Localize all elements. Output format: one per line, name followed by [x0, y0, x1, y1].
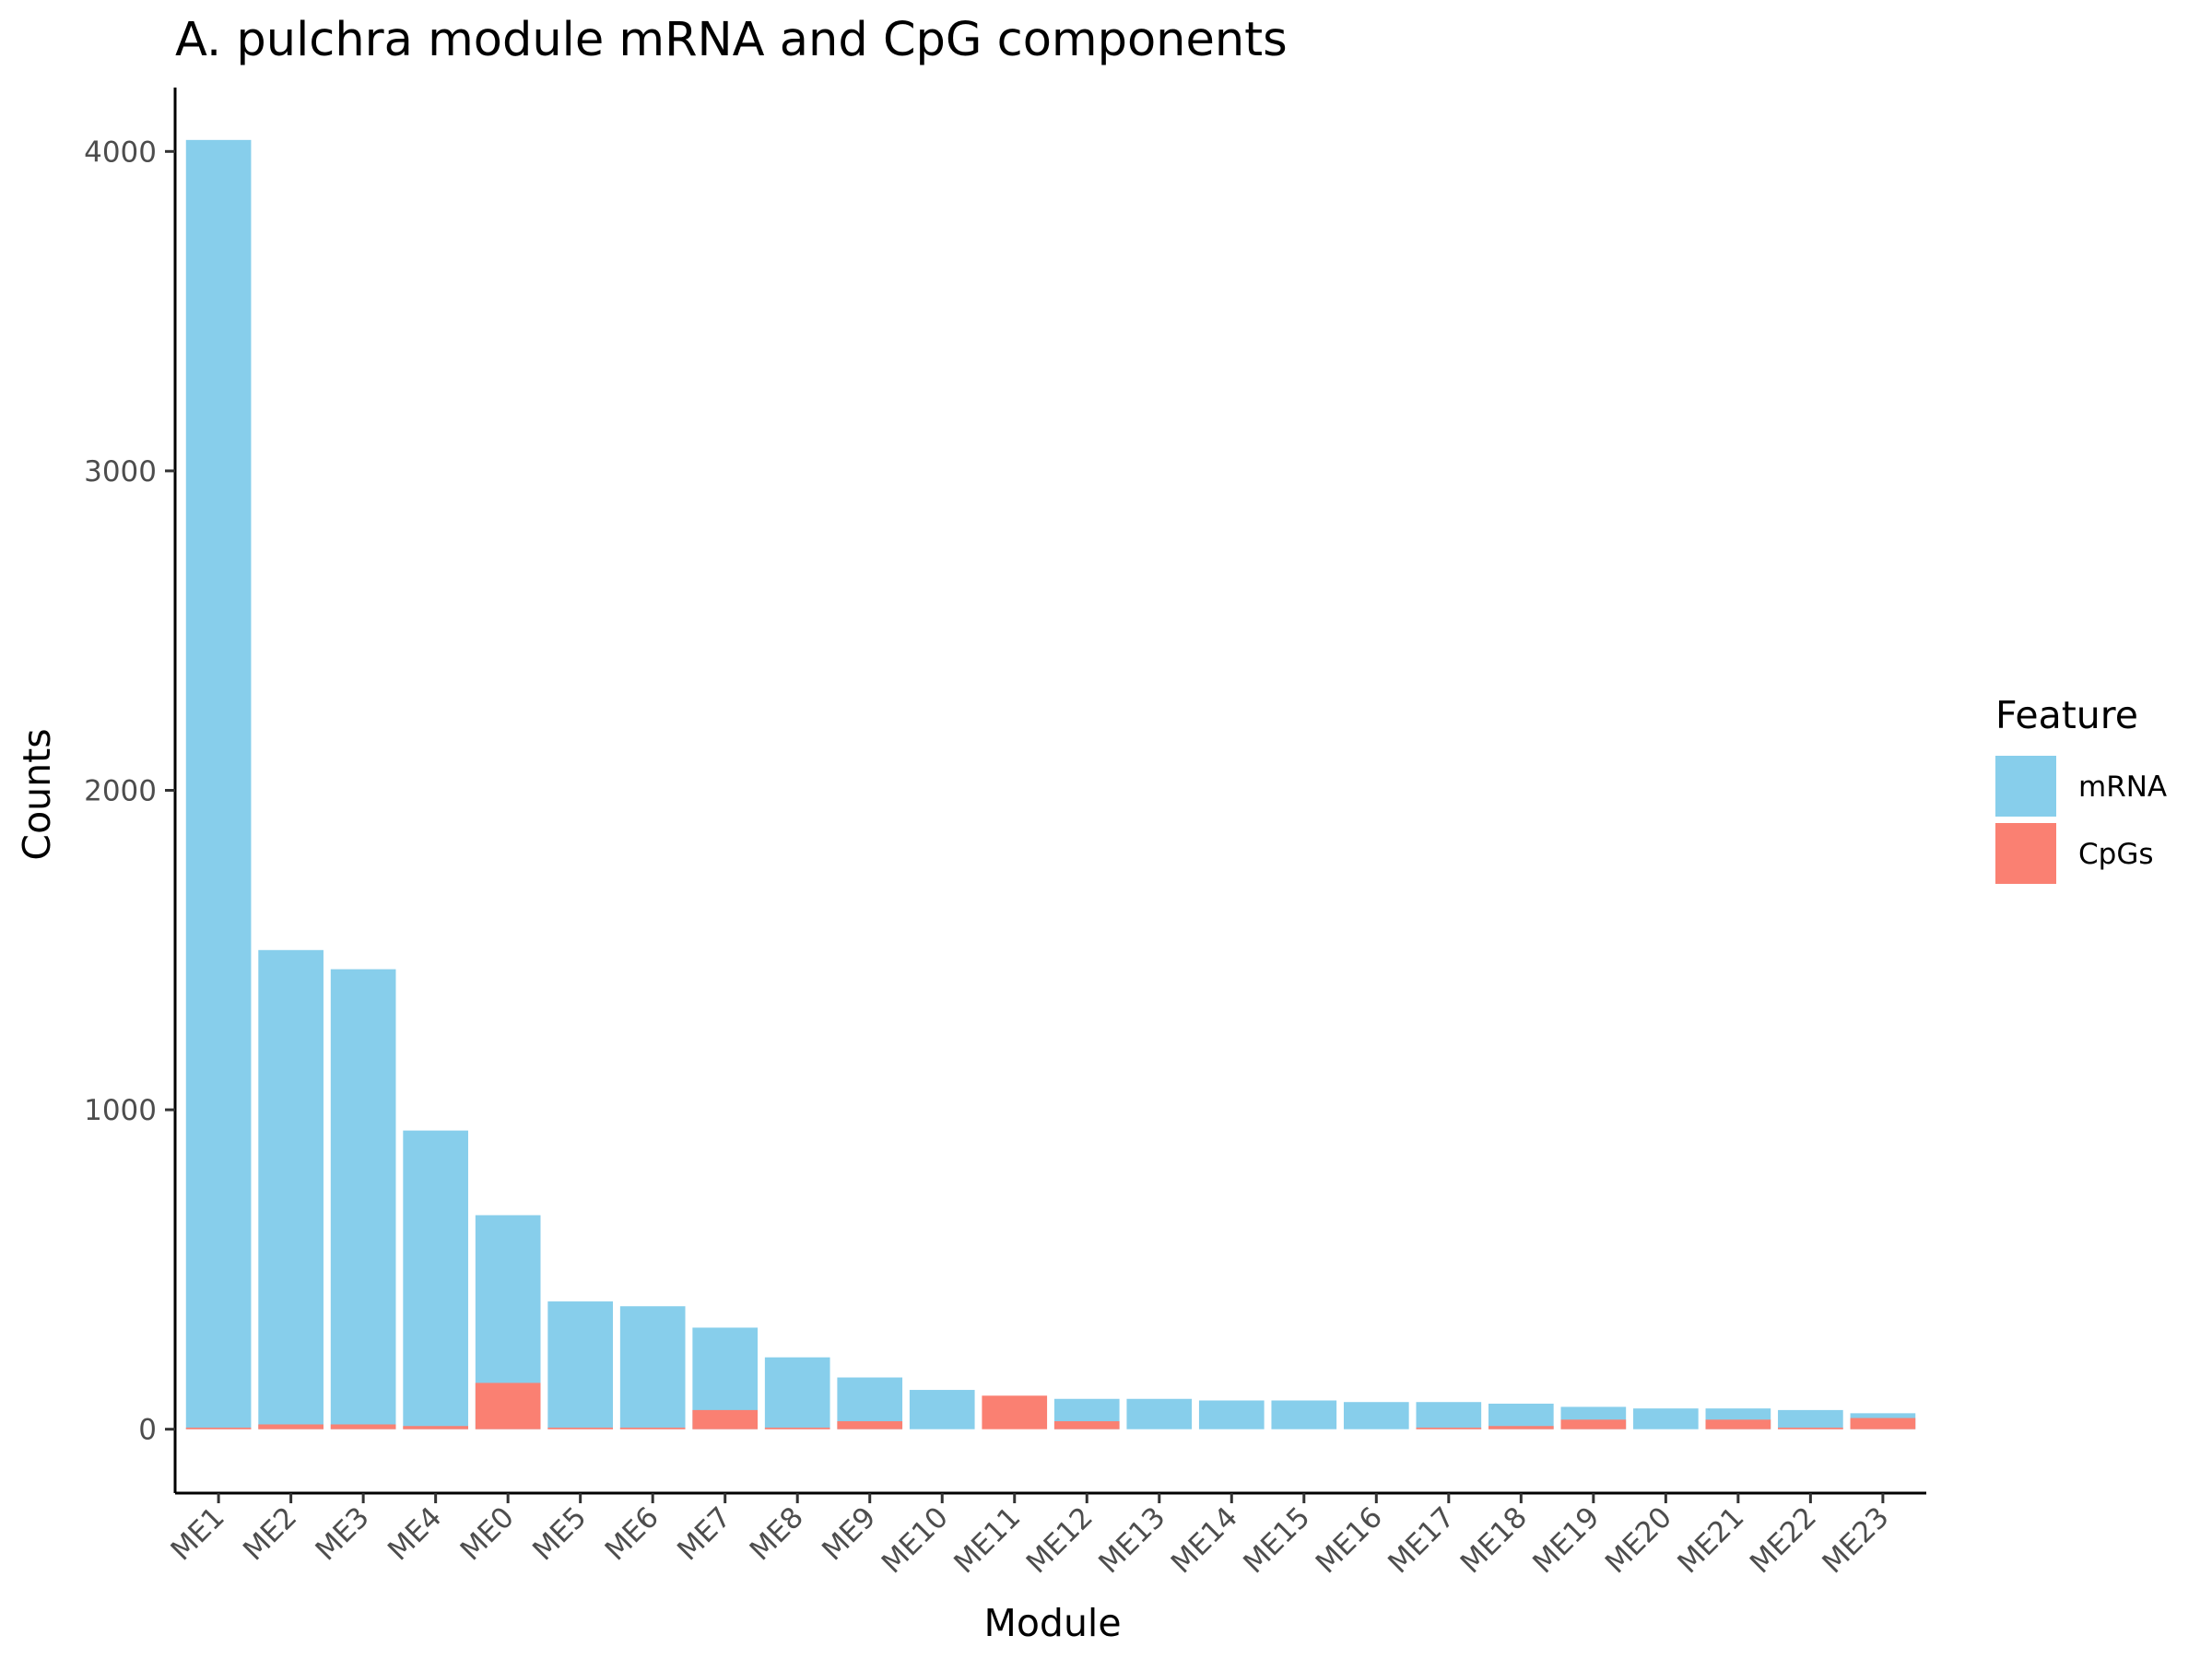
x-tick-label: ME15 — [1237, 1500, 1316, 1580]
chart-title: A. pulchra module mRNA and CpG component… — [175, 13, 1288, 67]
bar-mrna-me3 — [330, 969, 396, 1430]
bar-mrna-me4 — [403, 1130, 468, 1430]
legend: Feature mRNA CpGs — [1995, 693, 2167, 884]
bar-mrna-me5 — [547, 1301, 613, 1430]
legend-key-mrna — [1995, 756, 2056, 817]
x-tick-label: ME16 — [1310, 1500, 1389, 1580]
y-tick-label: 1000 — [84, 1094, 157, 1127]
y-axis-title: Counts — [15, 728, 59, 860]
x-tick-label: ME22 — [1744, 1500, 1823, 1580]
bar-mrna-me9 — [837, 1377, 903, 1430]
x-tick-label: ME23 — [1816, 1500, 1895, 1580]
bar-cpgs-me1 — [185, 1427, 252, 1430]
bar-mrna-me16 — [1343, 1402, 1409, 1430]
bar-cpgs-me5 — [547, 1427, 613, 1430]
bar-mrna-me20 — [1633, 1408, 1699, 1430]
bar-cpgs-me17 — [1416, 1427, 1482, 1430]
x-tick-label: ME10 — [876, 1500, 955, 1580]
bar-mrna-me22 — [1778, 1409, 1843, 1430]
x-tick-label: ME7 — [671, 1500, 737, 1567]
legend-title: Feature — [1995, 693, 2138, 737]
x-tick-label: ME17 — [1382, 1500, 1461, 1580]
x-tick-label: ME4 — [382, 1500, 448, 1567]
x-tick-label: ME13 — [1092, 1500, 1171, 1580]
bar-cpgs-me19 — [1560, 1419, 1627, 1430]
bar-cpgs-me9 — [837, 1421, 903, 1430]
x-tick-label: ME8 — [744, 1500, 810, 1567]
bar-cpgs-me4 — [403, 1426, 468, 1430]
bar-mrna-me15 — [1271, 1400, 1337, 1430]
bar-cpgs-me22 — [1778, 1427, 1843, 1430]
y-tick-label: 3000 — [84, 455, 157, 488]
x-tick-label: ME3 — [310, 1500, 376, 1567]
x-tick-label: ME0 — [454, 1500, 521, 1567]
bar-mrna-me14 — [1198, 1400, 1265, 1430]
bar-mrna-me10 — [909, 1390, 975, 1430]
bar-cpgs-me0 — [475, 1382, 541, 1430]
y-axis: 0 1000 2000 3000 4000 — [84, 88, 177, 1493]
y-tick-label: 2000 — [84, 775, 157, 808]
x-tick-label: ME14 — [1165, 1500, 1244, 1580]
bar-cpgs-me7 — [692, 1409, 759, 1430]
bar-mrna-me13 — [1126, 1398, 1193, 1430]
bar-cpgs-me3 — [330, 1424, 396, 1430]
x-tick-label: ME19 — [1526, 1500, 1606, 1580]
legend-key-cpgs — [1995, 823, 2056, 884]
bar-cpgs-me11 — [982, 1395, 1048, 1430]
x-tick-label: ME12 — [1020, 1500, 1100, 1580]
bar-mrna-me6 — [619, 1306, 686, 1430]
bar-cpgs-me23 — [1850, 1418, 1916, 1430]
x-axis: ME1 ME2 ME3 ME4 ME0 ME5 ME6 ME7 ME8 ME9ME10ME11ME… — [165, 1491, 1926, 1580]
x-tick-label: ME18 — [1454, 1500, 1534, 1580]
x-tick-label: ME2 — [237, 1500, 303, 1567]
bar-mrna-me1 — [185, 139, 252, 1430]
x-tick-label: ME9 — [816, 1500, 882, 1567]
bar-mrna-me8 — [764, 1357, 830, 1430]
x-tick-label: ME5 — [526, 1500, 593, 1567]
y-tick-label: 0 — [138, 1414, 157, 1447]
x-tick-label: ME21 — [1671, 1500, 1750, 1580]
x-tick-label: ME20 — [1599, 1500, 1678, 1580]
bar-mrna-me17 — [1416, 1402, 1482, 1430]
y-tick-label: 4000 — [84, 135, 157, 169]
bar-cpgs-me12 — [1053, 1421, 1120, 1430]
bar-cpgs-me18 — [1488, 1426, 1554, 1430]
bar-mrna-me2 — [258, 949, 324, 1430]
legend-label-mrna: mRNA — [2078, 771, 2167, 804]
bar-mrna-me18 — [1488, 1403, 1554, 1430]
legend-label-cpgs: CpGs — [2078, 838, 2154, 871]
x-tick-label: ME11 — [947, 1500, 1027, 1580]
bar-cpgs-me8 — [764, 1427, 830, 1430]
bar-cpgs-me2 — [258, 1424, 324, 1430]
x-tick-label: ME6 — [599, 1500, 665, 1567]
bar-cpgs-me21 — [1705, 1419, 1771, 1430]
bars-layer — [185, 139, 1916, 1430]
bar-cpgs-me6 — [619, 1427, 686, 1430]
x-axis-title: Module — [983, 1601, 1121, 1645]
x-tick-label: ME1 — [165, 1500, 231, 1567]
